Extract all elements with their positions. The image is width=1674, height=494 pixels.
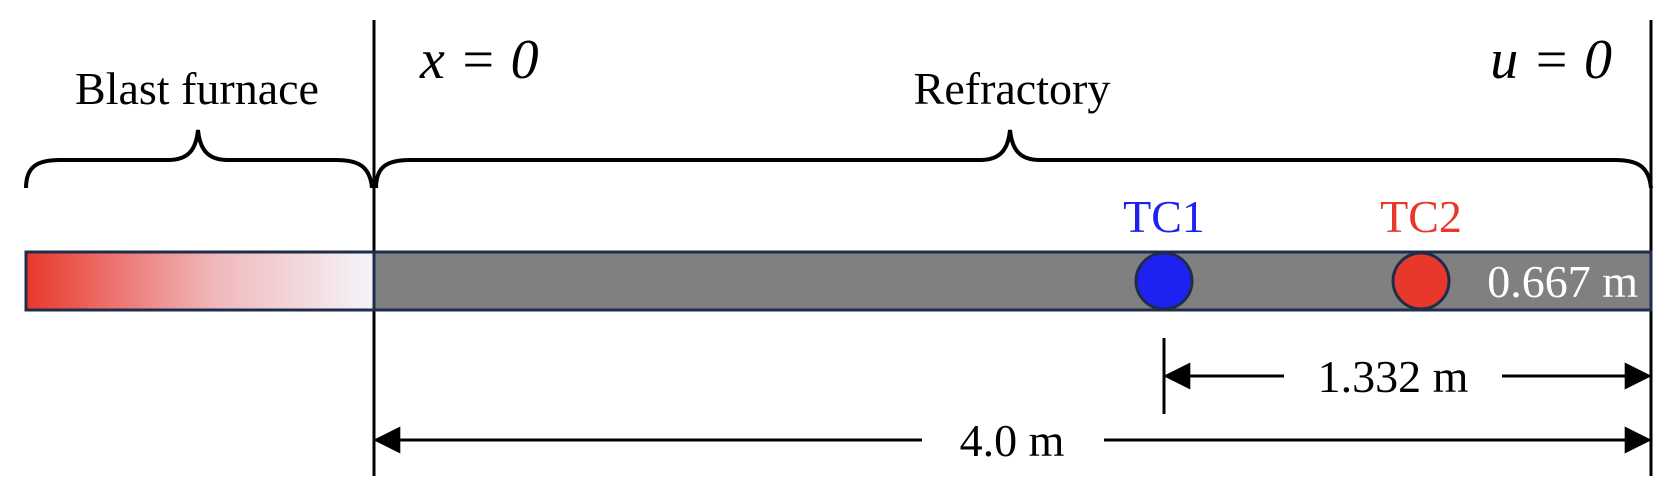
tc2-distance-label: 0.667 m <box>1487 256 1638 307</box>
x-boundary-condition: x = 0 <box>419 29 539 91</box>
blast-furnace-brace <box>24 129 374 189</box>
tc2-label: TC2 <box>1380 191 1462 242</box>
tc1-label: TC1 <box>1123 191 1205 242</box>
refractory-section <box>372 250 1653 312</box>
refractory-label: Refractory <box>914 63 1111 114</box>
blast-furnace-section <box>24 250 376 312</box>
tc2-marker <box>1391 251 1451 311</box>
blast-furnace-label: Blast furnace <box>75 63 319 114</box>
total-length-label: 4.0 m <box>960 415 1065 466</box>
tc1-distance-label: 1.332 m <box>1318 351 1469 402</box>
refractory-brace <box>374 129 1653 189</box>
tc1-marker <box>1134 251 1194 311</box>
u-boundary-condition: u = 0 <box>1490 29 1612 91</box>
